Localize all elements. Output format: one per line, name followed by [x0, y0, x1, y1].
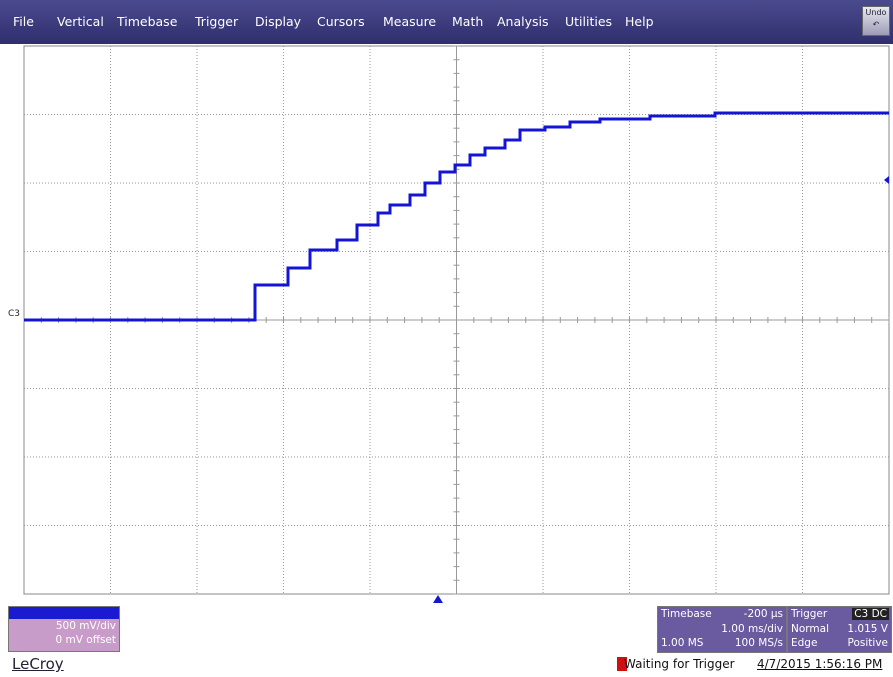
undo-button[interactable]: Undo ↶: [862, 6, 890, 36]
timebase-title: Timebase: [661, 608, 712, 620]
menu-item[interactable]: Display: [255, 14, 302, 29]
trace-label: C3: [8, 309, 20, 319]
level-marker: [884, 176, 889, 184]
status-indicator: [617, 657, 627, 671]
menu-item[interactable]: Math: [452, 14, 484, 29]
menu-item[interactable]: Analysis: [497, 14, 549, 29]
trigger-type: Edge: [791, 637, 818, 649]
trigger-level: 1.015 V: [847, 623, 888, 635]
menu-item[interactable]: Utilities: [565, 14, 613, 29]
trigger-mode: Normal: [791, 623, 829, 635]
menu-item[interactable]: File: [13, 14, 34, 29]
menu-item[interactable]: Cursors: [317, 14, 365, 29]
scope-grid: C3: [8, 45, 890, 595]
menu-item[interactable]: Help: [625, 14, 654, 29]
logo: LeCroy: [12, 655, 64, 673]
waveform: [24, 111, 889, 322]
timebase-box[interactable]: Timebase -200 µs 1.00 ms/div 1.00 MS 100…: [657, 606, 787, 653]
trigger-slope: Positive: [847, 637, 888, 649]
menu-item[interactable]: Vertical: [57, 14, 104, 29]
trigger-marker: [433, 595, 443, 603]
grid: C3: [8, 45, 890, 595]
status-text: Waiting for Trigger: [624, 657, 735, 671]
timebase-delay: -200 µs: [743, 608, 783, 620]
timebase-div: 1.00 ms/div: [721, 623, 783, 635]
channel-header: [9, 607, 119, 619]
menu-item[interactable]: Measure: [383, 14, 437, 29]
channel-box[interactable]: 500 mV/div 0 mV offset: [8, 606, 120, 652]
undo-label: Undo: [865, 8, 887, 17]
timebase-rate: 100 MS/s: [734, 637, 783, 649]
trigger-source: C3 DC: [852, 608, 889, 620]
trigger-box[interactable]: Trigger C3 DC Normal 1.015 V Edge Positi…: [787, 606, 892, 653]
menu-bar: File Vertical Timebase Trigger Display Cursor…: [0, 0, 893, 44]
menu-item[interactable]: Trigger: [195, 14, 239, 29]
datetime: 4/7/2015 1:56:16 PM: [757, 657, 883, 671]
channel-offset: 0 mV offset: [55, 634, 116, 646]
menu-item[interactable]: Timebase: [117, 14, 178, 29]
channel-scale: 500 mV/div: [55, 620, 116, 632]
trigger-title: Trigger: [791, 608, 828, 620]
timebase-samples: 1.00 MS: [661, 637, 704, 649]
